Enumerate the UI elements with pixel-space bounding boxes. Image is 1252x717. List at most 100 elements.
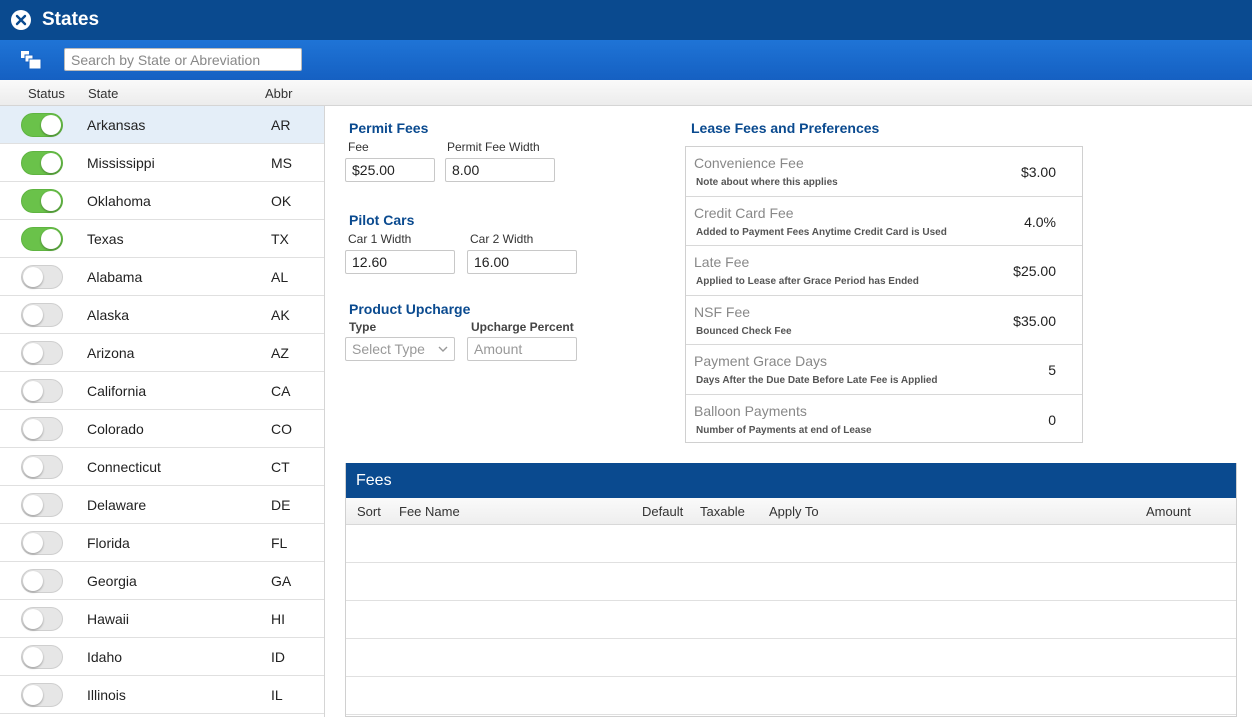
state-list: Arkansas AR Mississippi MS Oklahoma OK Texas TX… <box>0 106 325 717</box>
state-row[interactable]: Georgia GA <box>0 562 324 600</box>
status-toggle[interactable] <box>21 417 63 441</box>
state-name: Arizona <box>87 345 135 361</box>
state-abbr: OK <box>271 193 292 209</box>
lease-fee-value[interactable]: $25.00 <box>1013 263 1056 279</box>
fee-table-row[interactable] <box>346 639 1236 677</box>
fee-input[interactable] <box>345 158 435 182</box>
car2-width-input[interactable] <box>467 250 577 274</box>
state-row[interactable]: California CA <box>0 372 324 410</box>
copy-icon[interactable] <box>20 50 44 70</box>
toggle-knob <box>41 153 61 173</box>
status-toggle[interactable] <box>21 379 63 403</box>
state-abbr: GA <box>271 573 292 589</box>
status-toggle[interactable] <box>21 531 63 555</box>
status-toggle[interactable] <box>21 493 63 517</box>
state-abbr: AR <box>271 117 291 133</box>
status-toggle[interactable] <box>21 645 63 669</box>
state-name: Texas <box>87 231 124 247</box>
state-row[interactable]: Connecticut CT <box>0 448 324 486</box>
status-toggle[interactable] <box>21 227 63 251</box>
type-select[interactable]: Select Type <box>345 337 455 361</box>
fee-table-row[interactable] <box>346 677 1236 715</box>
status-toggle[interactable] <box>21 113 63 137</box>
status-toggle[interactable] <box>21 265 63 289</box>
fee-name-column-header[interactable]: Fee Name <box>399 504 460 519</box>
state-row[interactable]: Hawaii HI <box>0 600 324 638</box>
state-abbr: AK <box>271 307 290 323</box>
state-abbr: DE <box>271 497 291 513</box>
lease-fee-note: Days After the Due Date Before Late Fee … <box>696 375 938 386</box>
type-label: Type <box>349 320 377 334</box>
lease-fee-row[interactable]: NSF Fee Bounced Check Fee $35.00 <box>686 296 1082 345</box>
upcharge-percent-label: Upcharge Percent <box>471 320 574 334</box>
state-row[interactable]: Delaware DE <box>0 486 324 524</box>
status-toggle[interactable] <box>21 683 63 707</box>
apply-to-column-header[interactable]: Apply To <box>769 504 819 519</box>
state-name: Florida <box>87 535 130 551</box>
state-row[interactable]: Oklahoma OK <box>0 182 324 220</box>
close-button[interactable] <box>11 10 31 30</box>
status-toggle[interactable] <box>21 189 63 213</box>
lease-fee-note: Note about where this applies <box>696 177 838 188</box>
lease-fee-row[interactable]: Convenience Fee Note about where this app… <box>686 147 1082 197</box>
state-row[interactable]: Alaska AK <box>0 296 324 334</box>
state-row[interactable]: Florida FL <box>0 524 324 562</box>
upcharge-percent-input[interactable] <box>467 337 577 361</box>
lease-fees-list: Convenience Fee Note about where this app… <box>685 146 1083 443</box>
state-name: Delaware <box>87 497 147 513</box>
status-toggle[interactable] <box>21 151 63 175</box>
lease-fee-value[interactable]: $3.00 <box>1020 164 1056 180</box>
lease-fee-row[interactable]: Late Fee Applied to Lease after Grace Per… <box>686 246 1082 296</box>
fee-table-row[interactable] <box>346 601 1236 639</box>
toggle-knob <box>23 457 43 477</box>
lease-fee-row[interactable]: Payment Grace Days Days After the Due Dat… <box>686 345 1082 395</box>
lease-fee-row[interactable]: Credit Card Fee Added to Payment Fees Any… <box>686 197 1082 246</box>
state-abbr: IL <box>271 687 283 703</box>
lease-fee-note: Number of Payments at end of Lease <box>696 424 872 436</box>
permit-fees-title: Permit Fees <box>349 120 429 136</box>
state-abbr: AL <box>271 269 289 285</box>
state-row[interactable]: Mississippi MS <box>0 144 324 182</box>
fees-panel: Fees Sort Fee Name Default Taxable Apply… <box>345 463 1237 717</box>
lease-fee-value[interactable]: $35.00 <box>1013 312 1056 329</box>
sort-column-header[interactable]: Sort <box>357 504 381 519</box>
fee-label: Fee <box>348 140 369 154</box>
status-toggle[interactable] <box>21 607 63 631</box>
lease-fee-row[interactable]: Balloon Payments Number of Payments at en… <box>686 395 1082 445</box>
taxable-column-header[interactable]: Taxable <box>700 504 745 519</box>
fee-table-row[interactable] <box>346 563 1236 601</box>
close-icon <box>15 14 27 26</box>
toolbar <box>0 40 1252 80</box>
state-abbr: FL <box>271 535 288 551</box>
type-select-value: Select Type <box>352 341 425 357</box>
state-row[interactable]: Arkansas AR <box>0 106 324 144</box>
product-upcharge-title: Product Upcharge <box>349 301 471 317</box>
state-row[interactable]: Texas TX <box>0 220 324 258</box>
status-toggle[interactable] <box>21 341 63 365</box>
lease-fee-value[interactable]: 5 <box>1048 362 1056 378</box>
default-column-header[interactable]: Default <box>642 504 684 519</box>
chevron-down-icon <box>438 346 448 352</box>
search-input[interactable] <box>64 48 302 71</box>
toggle-knob <box>23 685 43 705</box>
toggle-knob <box>23 533 43 553</box>
status-toggle[interactable] <box>21 303 63 327</box>
state-row[interactable]: Arizona AZ <box>0 334 324 372</box>
fee-table-row[interactable] <box>346 525 1236 563</box>
state-row[interactable]: Alabama AL <box>0 258 324 296</box>
permit-fee-width-input[interactable] <box>445 158 555 182</box>
state-name: Arkansas <box>87 117 146 133</box>
fees-table-header: Sort Fee Name Default Taxable Apply To A… <box>346 498 1236 525</box>
state-name: Hawaii <box>87 611 130 627</box>
toggle-knob <box>23 571 43 591</box>
amount-column-header[interactable]: Amount <box>1146 504 1191 519</box>
status-toggle[interactable] <box>21 569 63 593</box>
lease-fee-value[interactable]: 0 <box>1048 411 1056 428</box>
status-toggle[interactable] <box>21 455 63 479</box>
lease-fee-value[interactable]: 4.0% <box>1024 213 1056 230</box>
car1-width-input[interactable] <box>345 250 455 274</box>
state-row[interactable]: Idaho ID <box>0 638 324 676</box>
state-name: Oklahoma <box>87 193 151 209</box>
state-row[interactable]: Illinois IL <box>0 676 324 714</box>
state-row[interactable]: Colorado CO <box>0 410 324 448</box>
